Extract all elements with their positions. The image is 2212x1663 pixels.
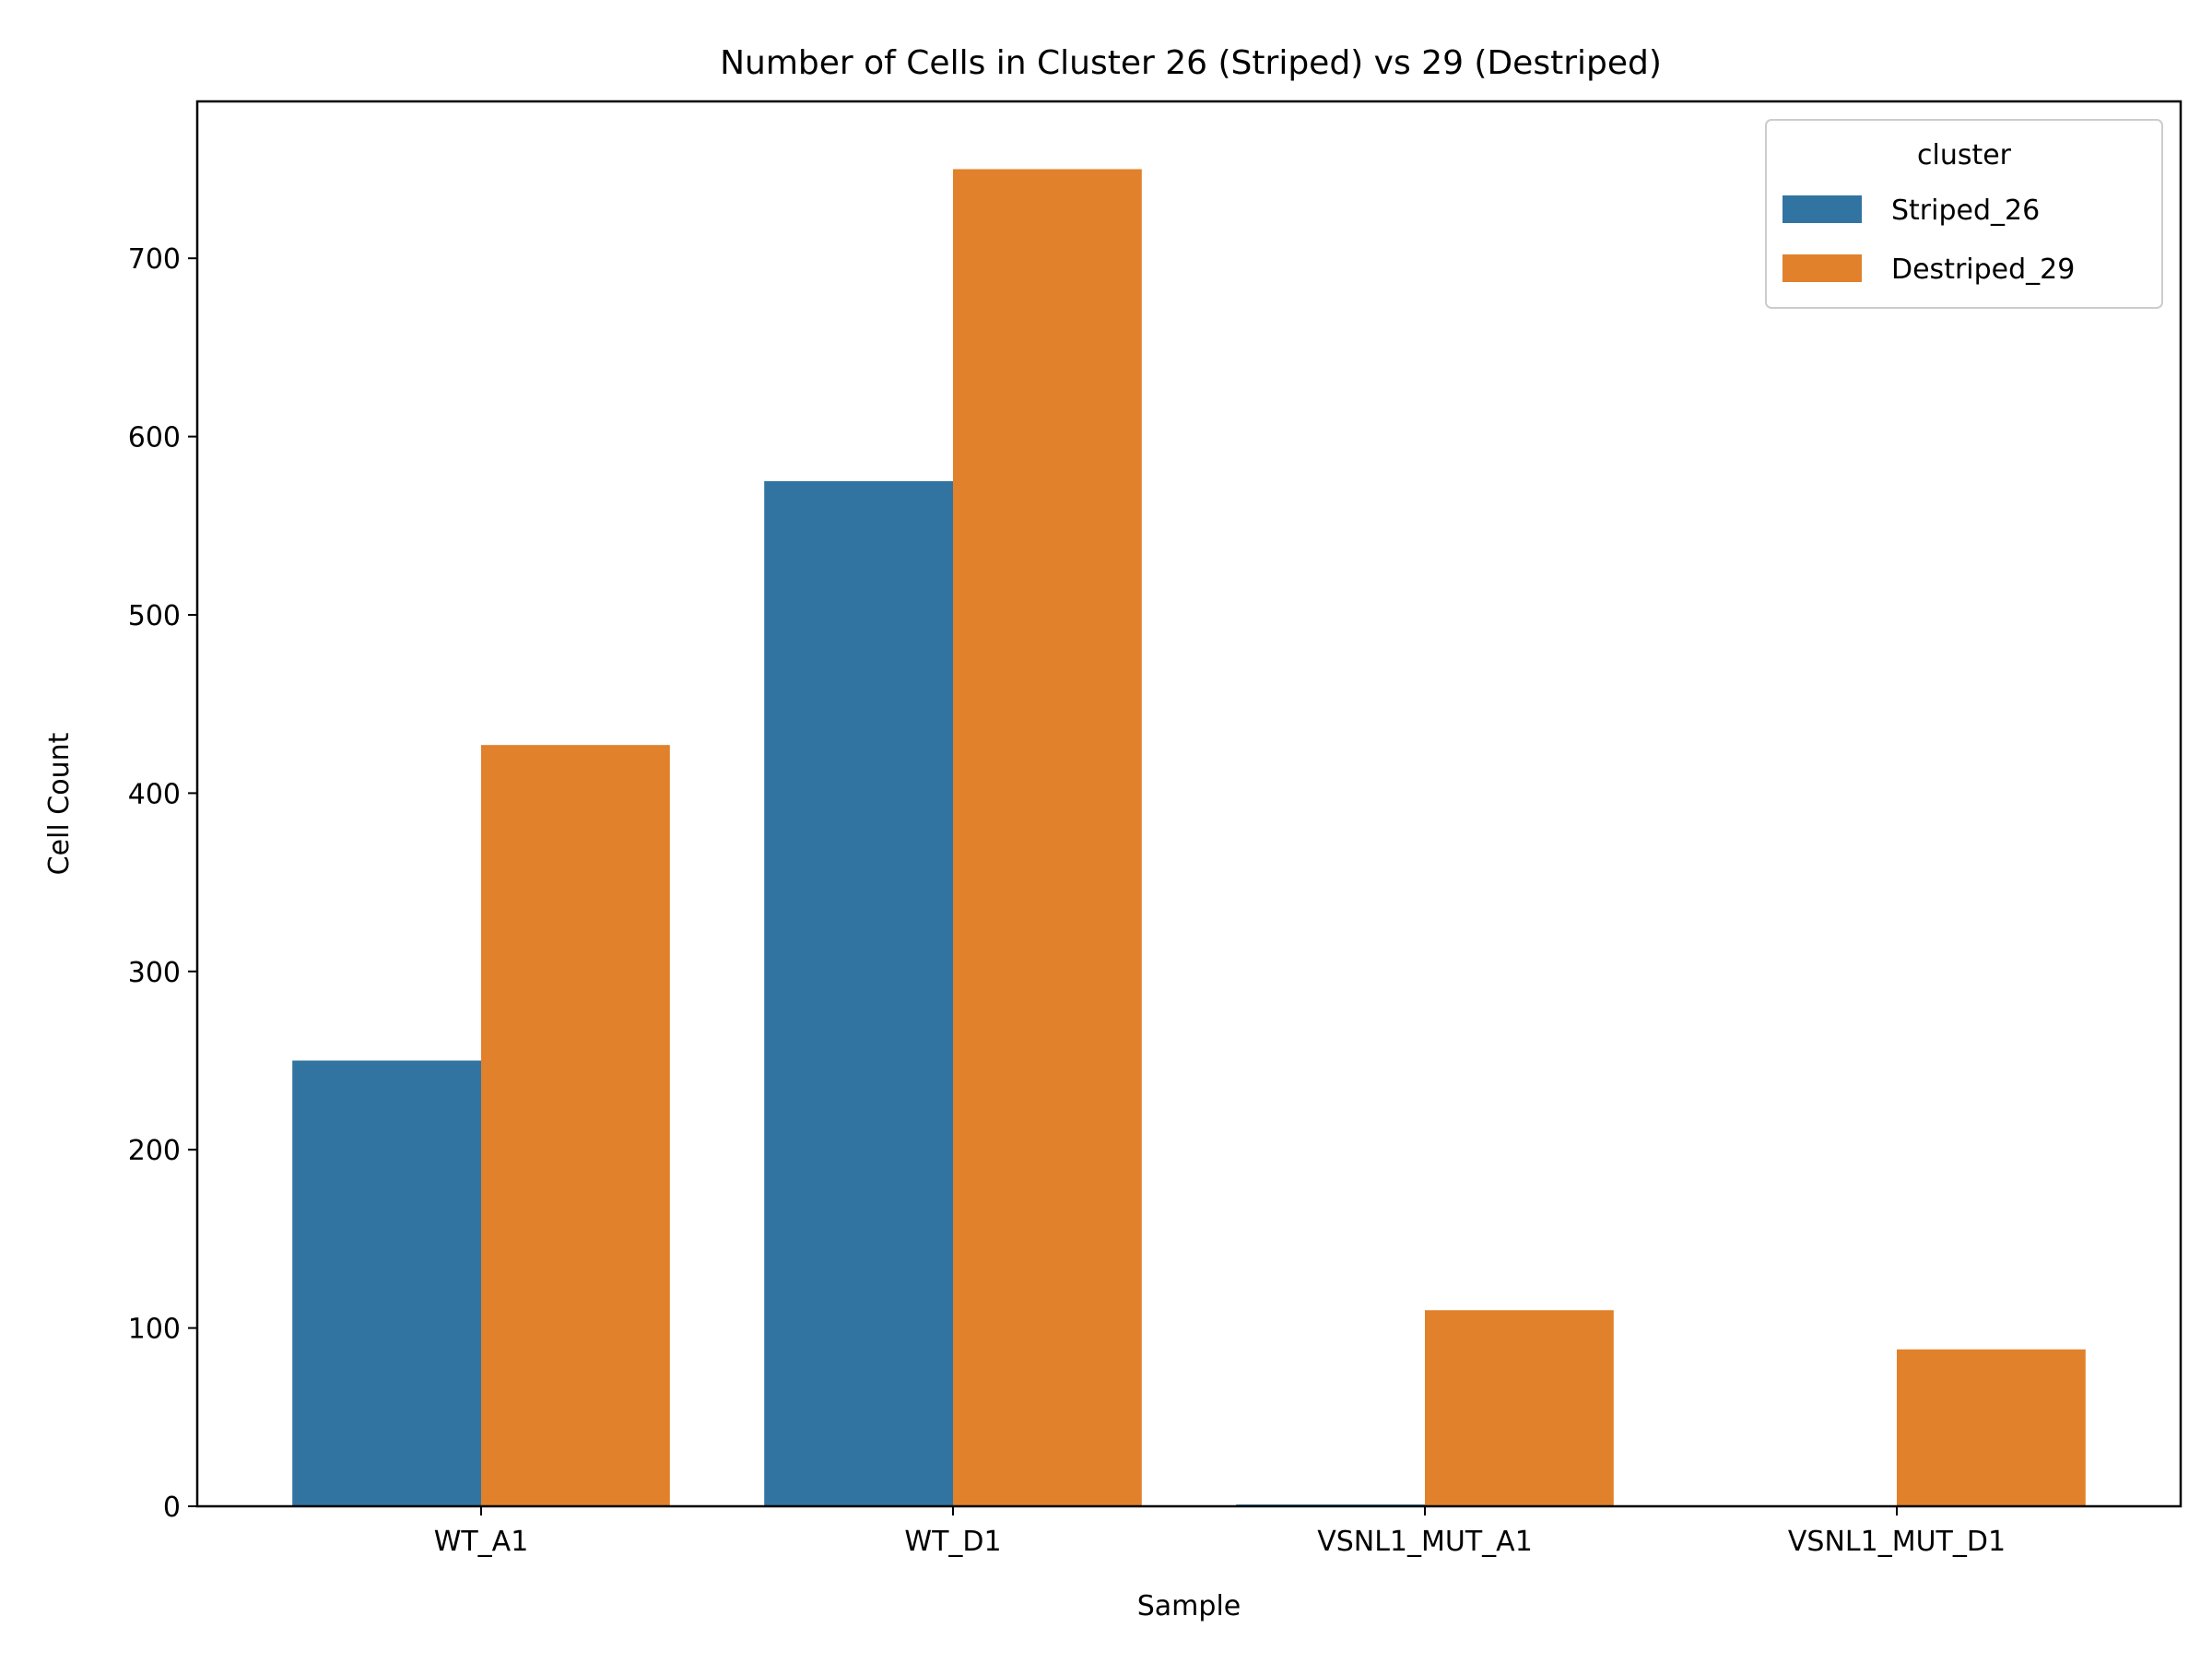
bar-destriped-29-wt-d1 — [953, 169, 1142, 1506]
legend-label-striped-26: Striped_26 — [1891, 195, 2040, 227]
bar-destriped-29-wt-a1 — [481, 745, 670, 1506]
bar-destriped-29-vsnl1-mut-d1 — [1897, 1349, 2086, 1506]
x-tick-label: WT_A1 — [434, 1526, 529, 1558]
legend: cluster Striped_26 Destriped_29 — [1765, 119, 2163, 309]
bars-layer — [292, 169, 2086, 1507]
x-axis-label: Sample — [1137, 1590, 1241, 1622]
axis-ticks: 0 100 200 300 400 500 600 700 WT_A1 WT_D1 VSNL1_MU… — [128, 243, 2006, 1558]
y-tick-label: 700 — [128, 243, 181, 276]
legend-title: cluster — [1917, 139, 2012, 171]
y-tick-label: 300 — [128, 957, 181, 989]
y-tick-label: 100 — [128, 1314, 181, 1346]
x-tick-label: WT_D1 — [904, 1526, 1001, 1558]
legend-swatch-destriped-29 — [1783, 254, 1862, 282]
legend-items: Striped_26 Destriped_29 — [1783, 195, 2075, 286]
legend-label-destriped-29: Destriped_29 — [1891, 254, 2075, 286]
y-tick-label: 400 — [128, 778, 181, 810]
legend-frame — [1765, 119, 2163, 309]
y-tick-label: 600 — [128, 422, 181, 454]
y-tick-label: 0 — [163, 1492, 181, 1524]
bar-striped-26-wt-d1 — [764, 480, 953, 1507]
legend-swatch-striped-26 — [1783, 195, 1862, 223]
y-tick-label: 500 — [128, 600, 181, 632]
y-axis-label: Cell Count — [43, 732, 76, 875]
plot-frame — [195, 100, 2183, 1508]
chart-title: Number of Cells in Cluster 26 (Striped) … — [720, 44, 1662, 82]
bar-destriped-29-vsnl1-mut-a1 — [1425, 1310, 1614, 1506]
bar-striped-26-wt-a1 — [292, 1060, 481, 1506]
x-tick-label: VSNL1_MUT_D1 — [1788, 1526, 2006, 1558]
y-tick-label: 200 — [128, 1135, 181, 1167]
x-tick-label: VSNL1_MUT_A1 — [1317, 1526, 1533, 1558]
